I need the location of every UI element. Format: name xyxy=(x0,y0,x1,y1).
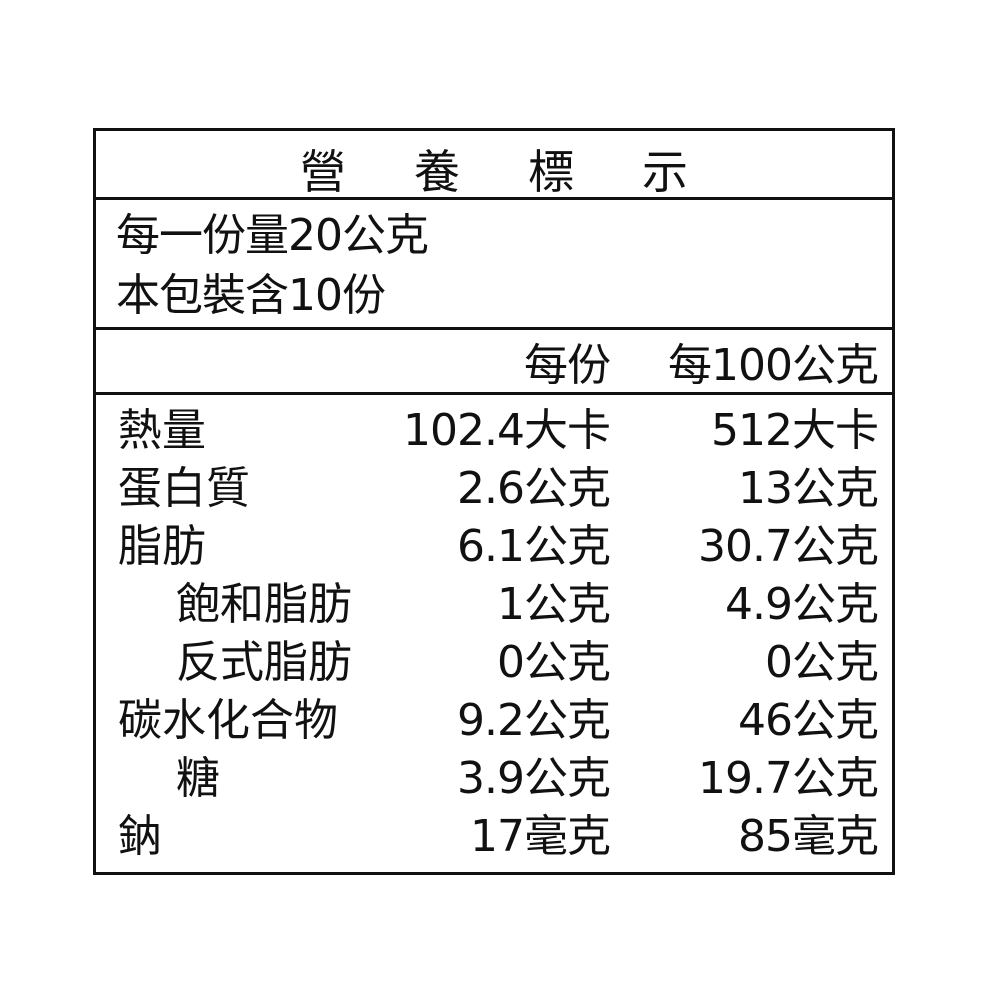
nutrition-facts-table: 營養標示 每一份量20公克 本包裝含10份 每份 每100公克 熱量 102.4大… xyxy=(93,128,895,875)
nutrient-label: 反式脂肪 xyxy=(176,637,352,688)
per-100g-value: 85毫克 xyxy=(738,811,879,862)
nutrient-row: 碳水化合物 9.2公克 46公克 xyxy=(96,696,892,754)
table-title: 營養標示 xyxy=(300,145,756,199)
per-100g-value: 0公克 xyxy=(765,637,879,688)
nutrient-row: 飽和脂肪 1公克 4.9公克 xyxy=(96,580,892,638)
nutrient-row: 反式脂肪 0公克 0公克 xyxy=(96,638,892,696)
per-100g-value: 19.7公克 xyxy=(698,753,879,804)
per-serving-value: 102.4大卡 xyxy=(403,405,611,456)
nutrient-row: 脂肪 6.1公克 30.7公克 xyxy=(96,522,892,580)
nutrient-row: 鈉 17毫克 85毫克 xyxy=(96,812,892,870)
nutrient-label: 蛋白質 xyxy=(118,463,250,514)
per-100g-value: 13公克 xyxy=(738,463,879,514)
nutrient-label: 碳水化合物 xyxy=(118,695,338,746)
nutrient-row: 糖 3.9公克 19.7公克 xyxy=(96,754,892,812)
per-100g-value: 4.9公克 xyxy=(725,579,879,630)
per-serving-value: 1公克 xyxy=(497,579,611,630)
nutrient-row: 蛋白質 2.6公克 13公克 xyxy=(96,464,892,522)
nutrient-row: 熱量 102.4大卡 512大卡 xyxy=(96,406,892,464)
per-100g-value: 512大卡 xyxy=(711,405,879,456)
servings-per-package: 本包裝含10份 xyxy=(116,270,386,321)
divider xyxy=(96,197,892,200)
nutrient-label: 脂肪 xyxy=(118,521,206,572)
nutrient-label: 熱量 xyxy=(118,405,206,456)
per-serving-value: 9.2公克 xyxy=(457,695,611,746)
column-header-per-100g: 每100公克 xyxy=(668,340,879,391)
per-100g-value: 46公克 xyxy=(738,695,879,746)
per-serving-value: 2.6公克 xyxy=(457,463,611,514)
per-serving-value: 17毫克 xyxy=(470,811,611,862)
nutrient-label: 鈉 xyxy=(118,811,162,862)
per-100g-value: 30.7公克 xyxy=(698,521,879,572)
nutrient-label: 飽和脂肪 xyxy=(176,579,352,630)
per-serving-value: 0公克 xyxy=(497,637,611,688)
divider xyxy=(96,327,892,330)
nutrient-label: 糖 xyxy=(176,753,220,804)
column-header-per-serving: 每份 xyxy=(524,340,611,391)
divider xyxy=(96,392,892,395)
per-serving-value: 3.9公克 xyxy=(457,753,611,804)
per-serving-value: 6.1公克 xyxy=(457,521,611,572)
serving-size: 每一份量20公克 xyxy=(116,210,429,261)
